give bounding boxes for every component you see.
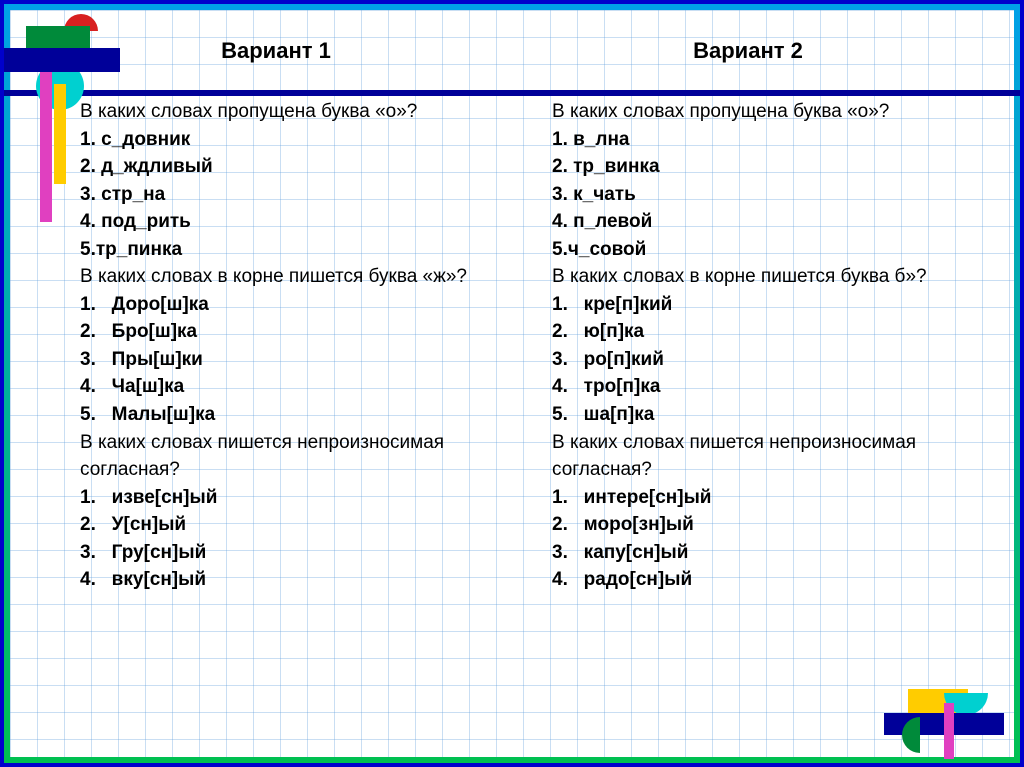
list-item: 3. ро[п]кий — [552, 346, 944, 374]
decor-magenta-bar-br — [944, 703, 954, 759]
list-item: 3. Пры[ш]ки — [80, 346, 472, 374]
gradient-frame: Вариант 1 В каких словах пропущена буква… — [0, 0, 1024, 767]
q1-item: 4. под_рить — [80, 208, 472, 236]
q1-item: 1. в_лна — [552, 126, 944, 154]
q2-prompt: В каких словах в корне пишется буква б»? — [552, 263, 944, 291]
q1-item: 5.тр_пинка — [80, 236, 472, 264]
decor-yellow-bar — [54, 84, 66, 184]
heading-variant-1: Вариант 1 — [80, 38, 472, 64]
q1-item: 1. с_довник — [80, 126, 472, 154]
q2-list: 1. Доро[ш]ка2. Бро[ш]ка3. Пры[ш]ки4. Ча[… — [80, 291, 472, 429]
body-variant-1: В каких словах пропущена буква «о»? 1. с… — [80, 98, 472, 594]
page-surface: Вариант 1 В каких словах пропущена буква… — [10, 10, 1014, 757]
list-item: 1. изве[сн]ый — [80, 484, 472, 512]
list-item: 3. Гру[сн]ый — [80, 539, 472, 567]
q2-prompt: В каких словах в корне пишется буква «ж»… — [80, 263, 472, 291]
list-item: 4. тро[п]ка — [552, 373, 944, 401]
body-variant-2: В каких словах пропущена буква «о»? 1. в… — [552, 98, 944, 594]
decor-magenta-bar — [40, 72, 52, 222]
q1-prompt: В каких словах пропущена буква «о»? — [552, 98, 944, 126]
list-item: 5. ша[п]ка — [552, 401, 944, 429]
list-item: 2. моро[зн]ый — [552, 511, 944, 539]
column-variant-1: Вариант 1 В каких словах пропущена буква… — [40, 30, 512, 737]
list-item: 3. капу[сн]ый — [552, 539, 944, 567]
list-item: 2. Бро[ш]ка — [80, 318, 472, 346]
decor-bottom-right — [864, 663, 994, 753]
q1-item: 2. тр_винка — [552, 153, 944, 181]
q3-list: 1. интере[сн]ый2. моро[зн]ый3. капу[сн]ы… — [552, 484, 944, 594]
list-item: 5. Малы[ш]ка — [80, 401, 472, 429]
q3-list: 1. изве[сн]ый2. У[сн]ый3. Гру[сн]ый4. вк… — [80, 484, 472, 594]
q1-item: 3. к_чать — [552, 181, 944, 209]
decor-blue-rect — [4, 48, 120, 72]
q1-item: 3. стр_на — [80, 181, 472, 209]
list-item: 4. радо[сн]ый — [552, 566, 944, 594]
q3-prompt: В каких словах пишется непроизносимая со… — [552, 429, 944, 484]
q3-prompt: В каких словах пишется непроизносимая со… — [80, 429, 472, 484]
list-item: 1. кре[п]кий — [552, 291, 944, 319]
q1-item: 5.ч_совой — [552, 236, 944, 264]
q1-item: 2. д_ждливый — [80, 153, 472, 181]
column-variant-2: Вариант 2 В каких словах пропущена буква… — [512, 30, 984, 737]
q1-item: 4. п_левой — [552, 208, 944, 236]
two-column-content: Вариант 1 В каких словах пропущена буква… — [10, 10, 1014, 757]
heading-variant-2: Вариант 2 — [552, 38, 944, 64]
list-item: 2. У[сн]ый — [80, 511, 472, 539]
list-item: 2. ю[п]ка — [552, 318, 944, 346]
q2-list: 1. кре[п]кий2. ю[п]ка3. ро[п]кий4. тро[п… — [552, 291, 944, 429]
list-item: 1. интере[сн]ый — [552, 484, 944, 512]
list-item: 4. Ча[ш]ка — [80, 373, 472, 401]
list-item: 1. Доро[ш]ка — [80, 291, 472, 319]
list-item: 4. вку[сн]ый — [80, 566, 472, 594]
q1-prompt: В каких словах пропущена буква «о»? — [80, 98, 472, 126]
